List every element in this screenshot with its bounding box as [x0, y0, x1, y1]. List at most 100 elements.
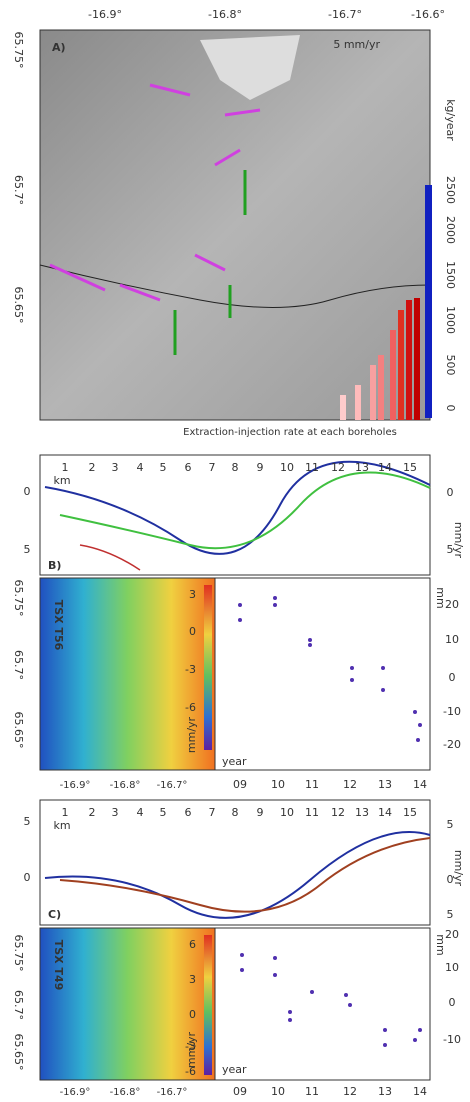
km-tick: 8: [232, 461, 239, 474]
value-tick: 0: [449, 996, 456, 1009]
year-tick: 11: [305, 778, 319, 791]
year-tick: 13: [378, 1085, 392, 1098]
lat-tick: 65.7°: [12, 650, 25, 680]
km-tick: 3: [112, 461, 119, 474]
lon-tick: -16.9°: [60, 1087, 91, 1098]
color-tick: 3: [189, 973, 196, 986]
lon-tick: -16.8°: [208, 8, 242, 21]
profile-b: [39, 454, 431, 576]
year-tick: 10: [271, 778, 285, 791]
lon-tick: -16.9°: [88, 8, 122, 21]
profile-tick: 0: [447, 486, 454, 499]
profile-tick: 5: [447, 543, 454, 556]
vectors: [49, 83, 261, 302]
lon-tick: -16.7°: [157, 1087, 188, 1098]
profile-b-line3: [79, 544, 141, 571]
year-tick: 12: [343, 778, 357, 791]
km-tick: 11: [305, 806, 319, 819]
color-unit: mm/yr: [185, 716, 198, 753]
lon-tick: -16.7°: [157, 780, 188, 791]
km-tick: 2: [89, 806, 96, 819]
colorbar-b: [204, 585, 212, 750]
color-tick: 6: [189, 938, 196, 951]
rate-unit: kg/year: [444, 99, 457, 141]
year-tick: 10: [271, 1085, 285, 1098]
profile-tick: 5: [24, 815, 31, 828]
lon-tick: -16.8°: [110, 780, 141, 791]
km-label: km: [53, 474, 70, 487]
lat-tick: 65.7°: [12, 990, 25, 1020]
lake: [200, 35, 300, 100]
rate-bars: [340, 298, 420, 420]
value-tick: 10: [445, 961, 459, 974]
rate-tick: 1000: [444, 306, 457, 334]
profile-tick: 5: [447, 908, 454, 921]
color-tick: -3: [185, 1040, 196, 1053]
series-c-points: [240, 953, 422, 1047]
km-tick: 12: [331, 806, 345, 819]
km-tick: 3: [112, 806, 119, 819]
profile-unit: mm/yr: [452, 850, 465, 887]
series-c: [214, 927, 431, 1081]
lon-tick: -16.9°: [60, 780, 91, 791]
km-tick: 12: [331, 461, 345, 474]
panel-label: A): [52, 41, 66, 54]
lat-tick: 65.65°: [12, 1034, 25, 1071]
km-tick: 10: [280, 461, 294, 474]
km-tick: 6: [185, 806, 192, 819]
colorbar-c: [204, 935, 212, 1075]
profile-c: [39, 799, 431, 926]
km-tick: 10: [280, 806, 294, 819]
value-tick: 10: [445, 633, 459, 646]
value-tick: -10: [443, 705, 461, 718]
lat-tick: 65.7°: [12, 175, 25, 205]
km-tick: 5: [160, 806, 167, 819]
track-label: TSX T49: [52, 940, 65, 991]
profile-b-line2: [59, 471, 431, 550]
lat-tick: 65.75°: [12, 935, 25, 972]
km-tick: 14: [378, 806, 392, 819]
km-tick: 15: [403, 806, 417, 819]
km-tick: 1: [62, 461, 69, 474]
km-tick: 15: [403, 461, 417, 474]
profile-tick: 5: [24, 543, 31, 556]
km-tick: 8: [232, 806, 239, 819]
profile-c-line2: [59, 837, 431, 913]
series-b: [214, 577, 431, 771]
km-tick: 4: [137, 461, 144, 474]
year-tick: 11: [305, 1085, 319, 1098]
boundary: [39, 264, 431, 308]
map-b: [39, 577, 216, 771]
profile-c-line: [44, 831, 431, 919]
rate-tick: 0: [444, 405, 457, 412]
color-unit: mm/yr: [185, 1031, 198, 1068]
lat-tick: 65.65°: [12, 712, 25, 749]
km-tick: 14: [378, 461, 392, 474]
lon-tick: -16.7°: [328, 8, 362, 21]
map-a: [39, 29, 431, 421]
series-unit: mm: [434, 587, 447, 608]
panel-label: B): [48, 559, 61, 572]
color-tick: -6: [185, 701, 196, 714]
year-tick: 12: [343, 1085, 357, 1098]
km-tick: 9: [257, 461, 264, 474]
profile-tick: 0: [447, 873, 454, 886]
profile-tick: 0: [24, 871, 31, 884]
color-tick: 0: [189, 1008, 196, 1021]
color-tick: 3: [189, 588, 196, 601]
value-tick: 20: [445, 928, 459, 941]
km-tick: 11: [305, 461, 319, 474]
km-tick: 7: [209, 806, 216, 819]
vertical-vectors: [173, 170, 247, 355]
color-tick: 0: [189, 625, 196, 638]
year-label: year: [222, 755, 247, 768]
value-tick: -10: [443, 1033, 461, 1046]
km-tick: 5: [160, 461, 167, 474]
lon-tick: -16.8°: [110, 1087, 141, 1098]
lat-tick: 65.65°: [12, 287, 25, 324]
caption: Extraction-injection rate at each boreho…: [183, 427, 397, 438]
scale-label: 5 mm/yr: [333, 38, 380, 51]
profile-tick: 5: [447, 818, 454, 831]
value-tick: -20: [443, 738, 461, 751]
